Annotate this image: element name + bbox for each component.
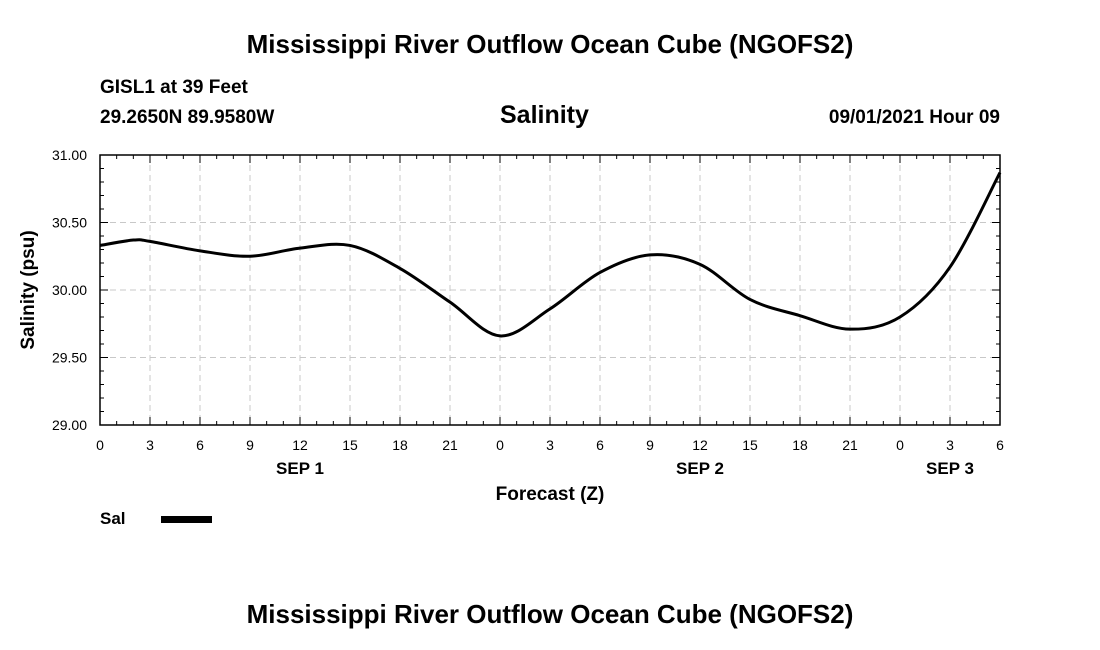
station-coordinates: 29.2650N 89.9580W: [100, 107, 275, 128]
x-tick-label: 0: [896, 437, 904, 453]
x-tick-label: 6: [996, 437, 1004, 453]
x-tick-label: 21: [442, 437, 458, 453]
legend-label: Sal: [100, 509, 126, 528]
x-tick-label: 15: [342, 437, 358, 453]
x-tick-label: 15: [742, 437, 758, 453]
x-tick-label: 18: [392, 437, 408, 453]
x-day-label: SEP 1: [276, 459, 324, 478]
x-day-label: SEP 3: [926, 459, 974, 478]
x-tick-label: 12: [292, 437, 308, 453]
y-tick-label: 31.00: [52, 147, 87, 163]
station-label: GISL1 at 39 Feet: [100, 77, 248, 98]
y-axis-title: Salinity (psu): [18, 230, 39, 349]
x-tick-label: 21: [842, 437, 858, 453]
x-axis-title: Forecast (Z): [496, 484, 605, 505]
x-day-label: SEP 2: [676, 459, 724, 478]
x-tick-label: 0: [96, 437, 104, 453]
x-tick-label: 3: [946, 437, 954, 453]
x-tick-label: 6: [196, 437, 204, 453]
y-tick-label: 30.00: [52, 282, 87, 298]
series-line-sal: [99, 171, 1002, 338]
x-tick-label: 0: [496, 437, 504, 453]
x-tick-label: 18: [792, 437, 808, 453]
legend-line-sal: [161, 516, 212, 523]
x-tick-label: 9: [246, 437, 254, 453]
x-tick-label: 6: [596, 437, 604, 453]
y-tick-label: 29.50: [52, 350, 87, 366]
x-tick-label: 9: [646, 437, 654, 453]
y-tick-label: 30.50: [52, 215, 87, 231]
x-tick-label: 12: [692, 437, 708, 453]
chart-variable-title: Salinity: [500, 101, 589, 129]
chart-title-bottom: Mississippi River Outflow Ocean Cube (NG…: [246, 599, 854, 629]
x-tick-label: 3: [146, 437, 154, 453]
x-tick-label: 3: [546, 437, 554, 453]
forecast-datetime: 09/01/2021 Hour 09: [828, 107, 1000, 128]
chart-title-top: Mississippi River Outflow Ocean Cube (NG…: [246, 29, 854, 59]
y-tick-label: 29.00: [52, 417, 87, 433]
